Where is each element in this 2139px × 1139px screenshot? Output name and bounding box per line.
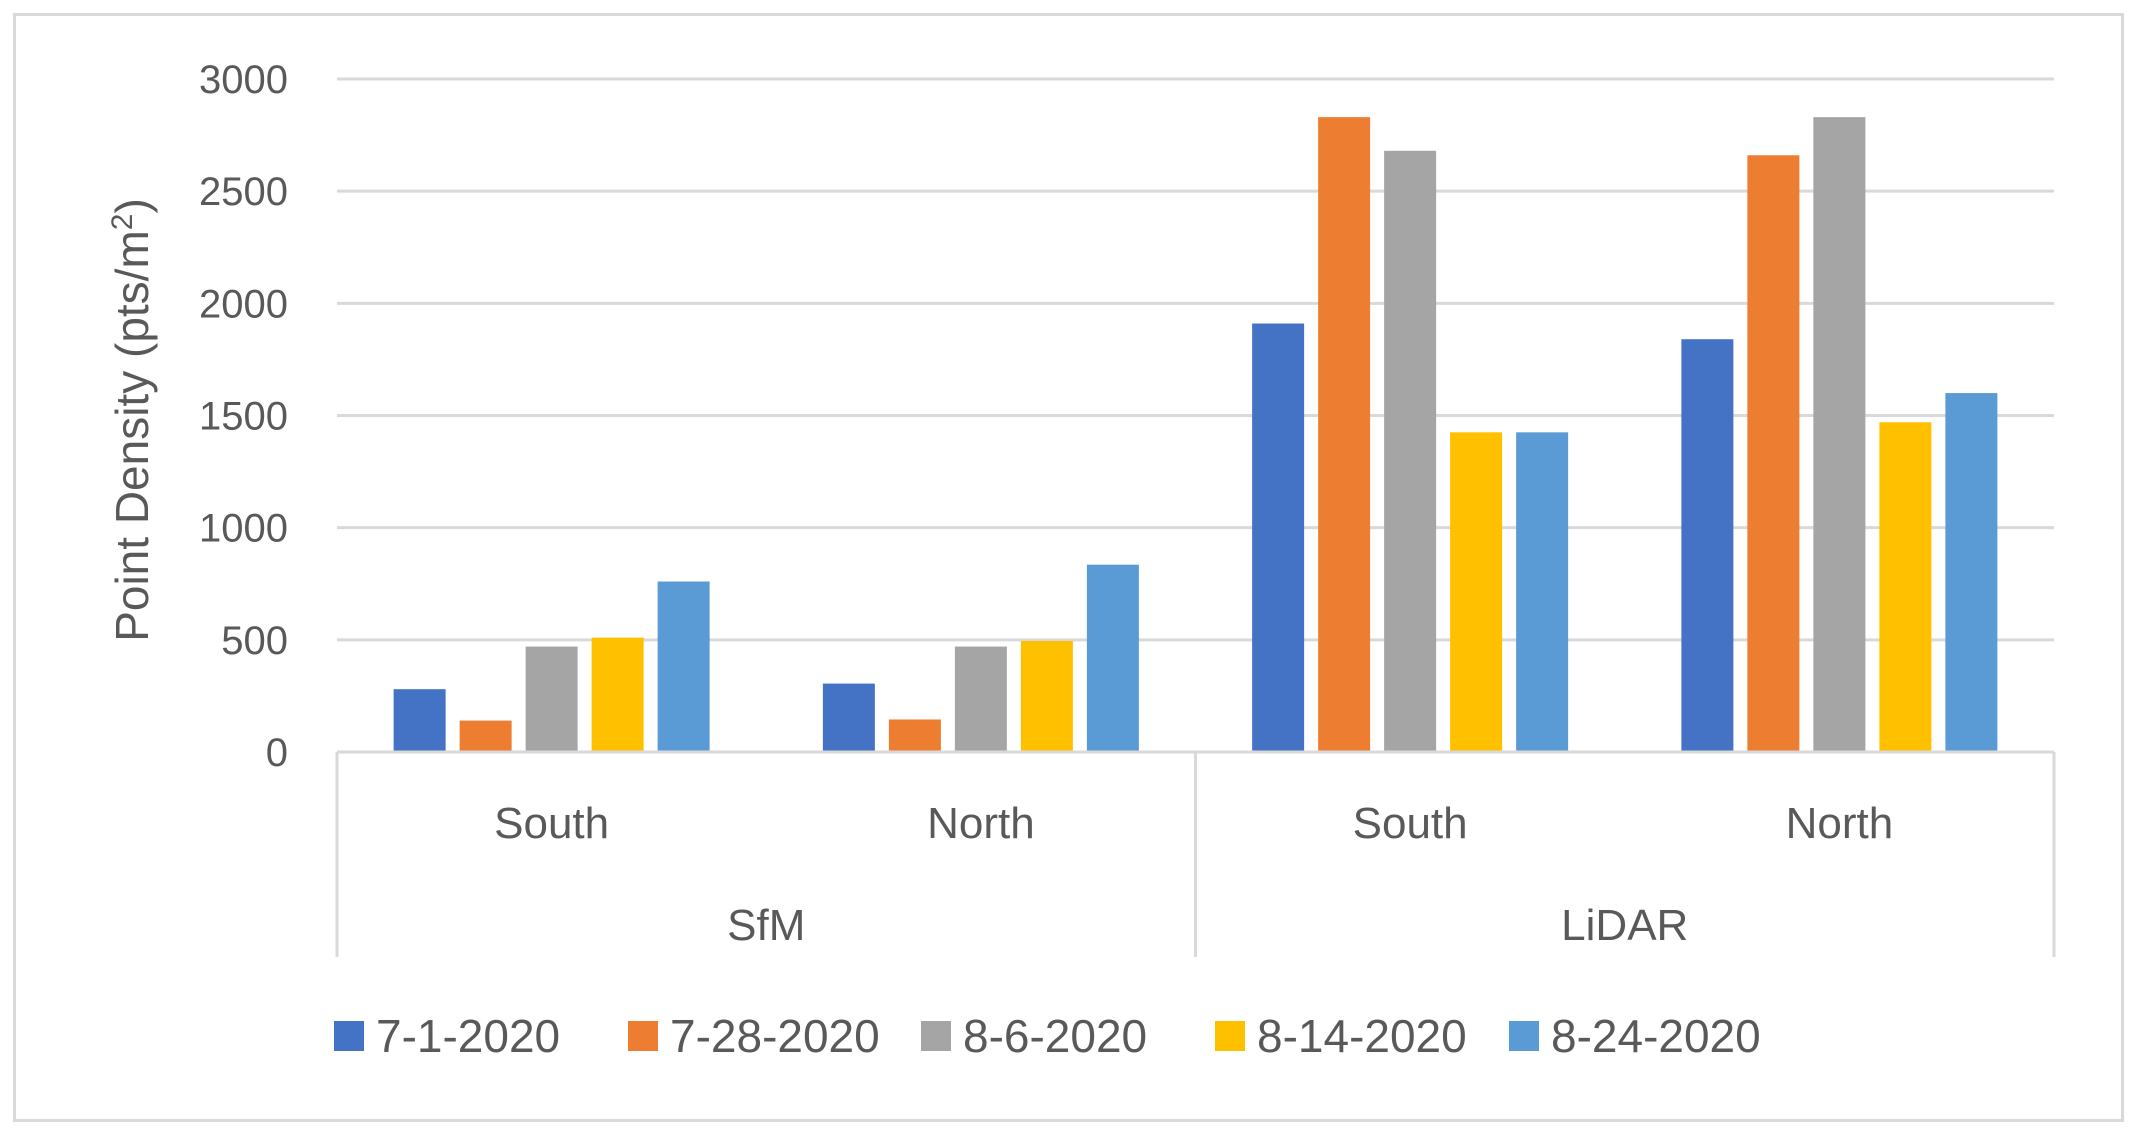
bars	[393, 117, 1998, 753]
legend-swatch-7-28-2020	[628, 1021, 658, 1051]
bar-8-24-2020-north	[1086, 564, 1139, 752]
bar-8-24-2020-south	[1516, 432, 1569, 752]
x-group-label: LiDAR	[1561, 901, 1688, 950]
y-tick-label: 500	[221, 619, 288, 663]
bar-8-14-2020-south	[1450, 432, 1503, 752]
x-category-label: South	[1353, 799, 1468, 848]
y-tick-label: 1500	[199, 395, 288, 439]
legend-label: 7-1-2020	[376, 1010, 560, 1062]
bar-7-1-2020-north	[822, 683, 875, 752]
bar-7-28-2020-south	[459, 720, 512, 752]
bar-8-6-2020-south	[1384, 150, 1437, 752]
legend-swatch-7-1-2020	[334, 1021, 364, 1051]
y-tick-label: 2000	[199, 282, 288, 326]
legend-label: 8-6-2020	[963, 1010, 1147, 1062]
bar-7-28-2020-south	[1318, 117, 1371, 753]
bar-8-14-2020-north	[1020, 640, 1073, 752]
y-tick-label: 2500	[199, 170, 288, 214]
legend: 7-1-2020 7-28-2020 8-6-2020 8-14-2020 8-24-2…	[334, 1010, 1761, 1062]
bar-7-1-2020-north	[1681, 339, 1734, 752]
bar-7-28-2020-north	[1747, 155, 1800, 753]
x-category-label: North	[1786, 799, 1894, 848]
bar-8-14-2020-south	[591, 637, 644, 752]
x-category-label: South	[494, 799, 609, 848]
bar-8-14-2020-north	[1879, 422, 1932, 752]
x-category-label: North	[927, 799, 1035, 848]
legend-label: 8-14-2020	[1257, 1010, 1467, 1062]
bar-7-28-2020-north	[888, 719, 941, 752]
bar-7-1-2020-south	[1252, 323, 1305, 752]
y-tick-label: 1000	[199, 507, 288, 551]
legend-label: 8-24-2020	[1551, 1010, 1761, 1062]
legend-label: 7-28-2020	[670, 1010, 880, 1062]
legend-swatch-8-14-2020	[1215, 1021, 1245, 1051]
bar-8-6-2020-north	[954, 646, 1007, 752]
y-axis-label: Point Density (pts/m2)	[106, 198, 158, 642]
y-tick-label: 0	[266, 731, 288, 775]
bar-7-1-2020-south	[393, 689, 446, 752]
bar-8-6-2020-south	[525, 646, 578, 752]
bar-8-6-2020-north	[1813, 117, 1866, 753]
bar-8-24-2020-south	[657, 581, 710, 752]
x-group-label: SfM	[727, 901, 805, 950]
y-axis-ticks: 0 500 1000 1500 2000 2500 3000	[199, 58, 288, 775]
bar-8-24-2020-north	[1945, 393, 1998, 752]
legend-swatch-8-24-2020	[1509, 1021, 1539, 1051]
y-tick-label: 3000	[199, 58, 288, 102]
x-axis: South North South North SfM LiDAR	[335, 750, 2056, 957]
legend-swatch-8-6-2020	[921, 1021, 951, 1051]
